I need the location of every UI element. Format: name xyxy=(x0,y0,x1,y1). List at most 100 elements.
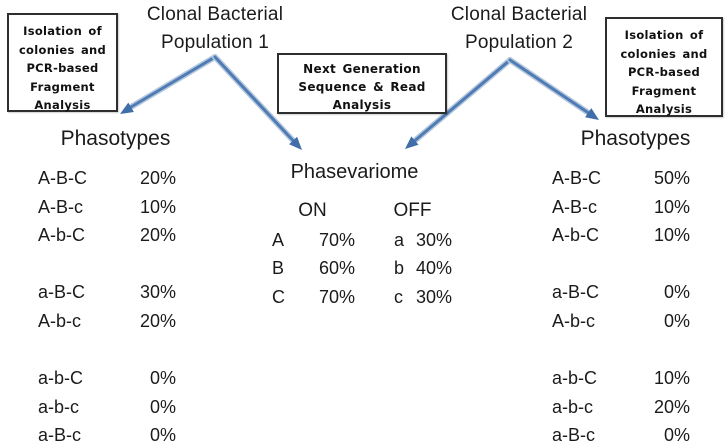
phasotype-label: a-b-C xyxy=(552,368,598,389)
phasotype-row: a-B-c 0% xyxy=(552,421,690,448)
off-allele: a xyxy=(394,230,405,250)
method-box-right: Isolation of colonies and PCR-based Frag… xyxy=(605,17,723,117)
phasotype-value: 10% xyxy=(653,196,690,217)
population1-title: Clonal Bacterial Population 1 xyxy=(146,4,284,53)
population2-title: Clonal Bacterial Population 2 xyxy=(450,4,588,53)
method-box-right-line: PCR-based xyxy=(627,65,701,80)
phasotype-value: 0% xyxy=(149,425,176,446)
phasotype-row: A-b-C 10% xyxy=(552,221,690,250)
phasotype-row: A-b-c 0% xyxy=(552,307,690,336)
phasotype-value: 10% xyxy=(653,225,690,246)
method-box-right-line: Isolation of xyxy=(624,28,704,42)
phasotype-label: A-B-c xyxy=(38,196,83,217)
phasotype-row: a-b-c 20% xyxy=(552,393,690,422)
phasotype-label: A-B-C xyxy=(38,168,87,188)
phasotype-label: a-b-C xyxy=(38,368,84,389)
right-phasotypes-list: A-B-C 50% A-B-c 10% A-b-C 10% a-B-C 0% A… xyxy=(552,164,690,448)
column-spacer xyxy=(355,226,394,254)
phasotype-label: a-b-c xyxy=(552,396,594,417)
phasotype-label: A-b-c xyxy=(38,310,82,331)
phasotype-value: 10% xyxy=(139,196,176,217)
phasotype-value: 20% xyxy=(653,396,690,417)
group-gap xyxy=(552,250,690,279)
phasotype-value: 20% xyxy=(139,310,176,331)
group-gap xyxy=(38,250,176,279)
phasotype-value: 0% xyxy=(663,310,690,331)
phasotype-row: A-b-C 20% xyxy=(38,221,176,250)
phasotype-row: a-B-C 0% xyxy=(552,278,690,307)
method-box-left: Isolation of colonies and PCR-based Frag… xyxy=(7,13,118,112)
phasotype-label: A-b-c xyxy=(552,310,596,331)
phasotype-label: A-b-C xyxy=(38,225,86,246)
off-column-header: OFF xyxy=(393,200,432,221)
phasotype-row: a-B-c 0% xyxy=(38,421,176,448)
phasotype-value: 0% xyxy=(149,368,176,389)
method-box-center: Next Generation Sequence & Read Analysis xyxy=(277,53,447,114)
phasotype-value: 0% xyxy=(663,282,690,303)
phasevariome-table: A 70% a 30% B 60% b 40% C 70% c 30% xyxy=(272,226,452,311)
phasevariome-heading: Phasevariome xyxy=(290,161,419,183)
method-box-center-line: Next Generation xyxy=(303,62,421,76)
column-spacer xyxy=(355,283,394,311)
phasotype-row: a-b-c 0% xyxy=(38,393,176,422)
method-box-left-line: PCR-based xyxy=(26,61,99,76)
off-value: 40% xyxy=(415,258,452,279)
off-allele: c xyxy=(394,286,403,307)
method-box-center-line: Sequence & Read xyxy=(298,80,426,94)
phasotype-label: a-B-c xyxy=(38,425,82,446)
right-phasotypes-heading: Phasotypes xyxy=(580,127,691,150)
left-phasotypes-list: A-B-C 20% A-B-c 10% A-b-C 20% a-B-C 30% … xyxy=(38,164,176,448)
phasotype-value: 10% xyxy=(653,368,690,389)
arrow-pop2-to-phasevariome xyxy=(405,57,513,149)
left-phasotypes-heading: Phasotypes xyxy=(60,127,171,150)
phasotype-row: a-b-C 0% xyxy=(38,364,176,393)
on-column-header: ON xyxy=(298,200,327,221)
phasevariome-row: A 70% a 30% xyxy=(272,226,452,254)
on-allele: B xyxy=(272,258,285,279)
phasotype-row: a-B-C 30% xyxy=(38,278,176,307)
phasotype-row: A-B-c 10% xyxy=(552,193,690,222)
phasotype-row: A-B-C 20% xyxy=(38,164,176,193)
phasotype-label: a-b-c xyxy=(38,396,80,417)
on-value: 70% xyxy=(318,230,355,250)
method-box-right-line: Analysis xyxy=(635,102,693,117)
group-gap xyxy=(552,336,690,365)
method-box-left-line: Isolation of xyxy=(23,24,102,38)
method-box-left-line: colonies and xyxy=(18,42,107,57)
off-allele: b xyxy=(394,258,405,279)
phasotype-label: a-B-C xyxy=(38,282,86,303)
phasotype-label: a-B-C xyxy=(552,282,600,303)
arrow-pop1-to-phasevariome xyxy=(212,54,302,150)
arrowhead xyxy=(120,102,134,114)
group-gap xyxy=(38,336,176,365)
phasotype-row: a-b-C 10% xyxy=(552,364,690,393)
phasotype-value: 30% xyxy=(139,282,176,303)
method-box-left-line: Fragment xyxy=(30,79,95,94)
on-allele: C xyxy=(272,286,285,307)
method-box-left-line: Analysis xyxy=(34,98,91,113)
phasotype-label: A-b-C xyxy=(552,225,600,246)
on-allele: A xyxy=(272,230,285,250)
phasotype-value: 0% xyxy=(663,425,690,446)
on-value: 60% xyxy=(318,258,355,279)
phasotype-value: 0% xyxy=(149,396,176,417)
arrowhead xyxy=(585,108,599,120)
phasotype-value: 20% xyxy=(139,168,176,188)
phasotype-label: A-B-c xyxy=(552,196,597,217)
method-box-right-line: colonies and xyxy=(620,46,708,61)
on-value: 70% xyxy=(318,286,355,307)
phasotype-label: a-B-c xyxy=(552,425,596,446)
phasevariome-row: C 70% c 30% xyxy=(272,283,452,311)
phasotype-value: 50% xyxy=(653,168,690,188)
phasotype-row: A-B-C 50% xyxy=(552,164,690,193)
arrow-pop1-to-left-phasotypes xyxy=(120,54,218,114)
phasotype-label: A-B-C xyxy=(552,168,601,188)
phasotype-row: A-B-c 10% xyxy=(38,193,176,222)
phasotype-value: 20% xyxy=(139,225,176,246)
off-value: 30% xyxy=(415,230,452,250)
method-box-right-line: Fragment xyxy=(631,83,697,98)
method-box-center-line: Analysis xyxy=(332,98,392,112)
column-spacer xyxy=(355,254,394,282)
